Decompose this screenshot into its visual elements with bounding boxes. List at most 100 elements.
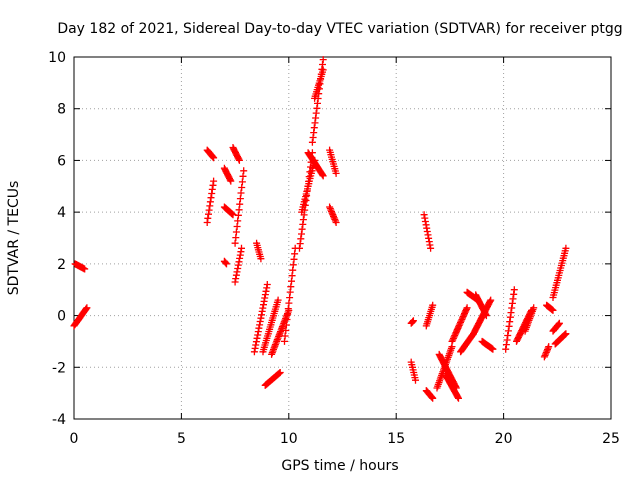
data-point: [542, 350, 550, 358]
data-point: [262, 287, 270, 295]
data-point: [427, 244, 435, 252]
data-point: [326, 203, 334, 211]
data-point: [427, 393, 435, 401]
data-point: [502, 345, 510, 353]
data-point: [462, 305, 470, 313]
data-point: [258, 311, 265, 319]
data-point: [408, 319, 416, 326]
y-tick-label: 8: [57, 102, 66, 118]
data-point: [282, 315, 290, 322]
data-point: [421, 218, 429, 225]
grid-lines: [74, 57, 611, 419]
data-point: [562, 244, 570, 252]
data-point: [429, 394, 437, 402]
x-tick-labels: 0 5 10 15 20 25: [70, 431, 620, 447]
data-point: [234, 261, 242, 269]
data-point: [273, 336, 281, 344]
data-point: [278, 323, 286, 331]
x-tick-label: 5: [177, 431, 186, 447]
data-point: [412, 376, 419, 384]
data-point: [210, 177, 218, 185]
data-point: [489, 345, 497, 353]
data-point: [235, 156, 243, 164]
data-point: [255, 324, 263, 332]
y-axis-label: SDTVAR / TECUs: [6, 181, 22, 296]
data-point: [271, 341, 279, 349]
data-point: [425, 234, 433, 242]
data-point: [329, 211, 337, 219]
data-point: [238, 244, 245, 252]
data-point: [426, 241, 434, 249]
data-point: [423, 228, 431, 235]
data-point: [487, 296, 495, 304]
data-point: [232, 275, 240, 283]
data-point: [231, 239, 239, 247]
data-point: [332, 169, 340, 177]
data-point: [455, 321, 463, 329]
data-point: [234, 211, 242, 219]
data-point: [208, 185, 216, 193]
data-point: [449, 336, 457, 344]
data-point: [510, 286, 518, 294]
data-point: [299, 216, 307, 224]
x-tick-label: 0: [70, 431, 79, 447]
data-point: [454, 393, 462, 401]
data-point: [259, 304, 267, 312]
x-axis-label: GPS time / hours: [281, 458, 398, 474]
data-point: [331, 217, 339, 225]
axis-ticks: [73, 56, 612, 420]
data-point: [287, 283, 295, 291]
data-point: [420, 211, 428, 219]
x-tick-label: 25: [602, 431, 620, 447]
data-point: [285, 299, 293, 307]
data-point: [504, 327, 512, 335]
data-point: [283, 316, 291, 323]
data-point: [204, 214, 212, 222]
y-tick-label: -2: [52, 360, 66, 376]
data-point: [239, 172, 247, 180]
data-point: [82, 305, 90, 313]
y-tick-label: 4: [57, 205, 66, 221]
data-point: [227, 177, 235, 185]
data-point: [210, 154, 218, 162]
data-points: [70, 56, 570, 402]
data-point: [506, 318, 514, 326]
x-tick-label: 10: [280, 431, 298, 447]
data-point: [233, 268, 241, 276]
data-point: [332, 219, 340, 226]
data-point: [222, 259, 230, 267]
data-point: [308, 138, 316, 146]
y-tick-label: -4: [52, 412, 66, 428]
data-point: [83, 304, 91, 312]
data-point: [253, 334, 261, 342]
plot-frame: [73, 56, 612, 420]
data-point: [236, 200, 244, 208]
data-point: [504, 332, 512, 339]
data-point: [319, 61, 326, 68]
data-point: [252, 341, 260, 349]
data-point: [502, 341, 510, 349]
chart-title: Day 182 of 2021, Sidereal Day-to-day VTE…: [57, 21, 622, 37]
data-point: [276, 369, 284, 376]
data-point: [549, 306, 557, 314]
data-point: [298, 225, 306, 233]
data-point: [81, 265, 89, 273]
data-point: [507, 309, 515, 317]
data-point: [530, 304, 538, 312]
data-point: [312, 109, 320, 117]
data-point: [296, 244, 303, 252]
data-point: [508, 304, 516, 312]
data-point: [289, 261, 297, 269]
y-tick-label: 6: [57, 153, 66, 169]
data-point: [463, 304, 471, 312]
data-point: [429, 301, 437, 309]
data-point: [207, 194, 215, 202]
data-point: [330, 214, 338, 222]
y-tick-label: 0: [57, 309, 66, 325]
x-tick-label: 20: [495, 431, 513, 447]
data-point: [281, 332, 289, 340]
data-point: [455, 394, 462, 402]
data-point: [250, 348, 258, 356]
data-point: [238, 184, 246, 191]
